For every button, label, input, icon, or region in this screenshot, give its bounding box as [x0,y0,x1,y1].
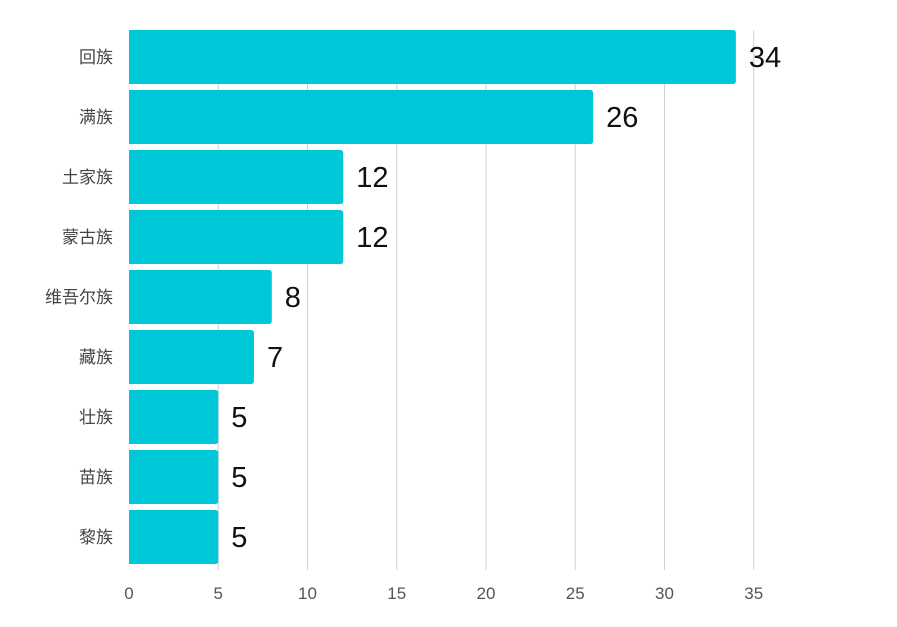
category-label: 满族 [79,108,113,128]
bar-3 [129,150,344,204]
x-tick-label: 10 [298,584,317,603]
category-label: 土家族 [62,168,113,188]
category-label: 苗族 [79,468,113,488]
bar-1 [129,30,736,84]
value-label: 12 [356,222,388,254]
category-label: 维吾尔族 [45,288,113,308]
x-tick-label: 20 [477,584,496,603]
x-tick-label: 30 [655,584,674,603]
value-label: 7 [267,342,283,374]
bars [129,30,736,564]
category-label: 黎族 [79,528,113,548]
x-tick-label: 25 [566,584,585,603]
value-label: 26 [606,102,638,134]
x-tick-label: 5 [214,584,223,603]
x-tick-label: 15 [387,584,406,603]
x-axis-ticks: 0 5 10 15 20 25 30 35 [124,584,763,603]
category-label: 壮族 [79,408,113,428]
category-label: 藏族 [79,348,113,368]
value-label: 5 [231,522,247,554]
x-tick-label: 0 [124,584,133,603]
bar-5 [129,270,272,324]
value-label: 5 [231,402,247,434]
value-label: 8 [285,282,301,314]
bar-9 [129,510,219,564]
category-label: 蒙古族 [62,228,113,248]
value-label: 5 [231,462,247,494]
bar-2 [129,90,594,144]
bar-7 [129,390,219,444]
value-label: 12 [356,162,388,194]
bar-4 [129,210,344,264]
category-label: 回族 [79,48,113,68]
bar-6 [129,330,254,384]
x-tick-label: 35 [744,584,763,603]
value-label: 34 [749,42,781,74]
bar-8 [129,450,219,504]
